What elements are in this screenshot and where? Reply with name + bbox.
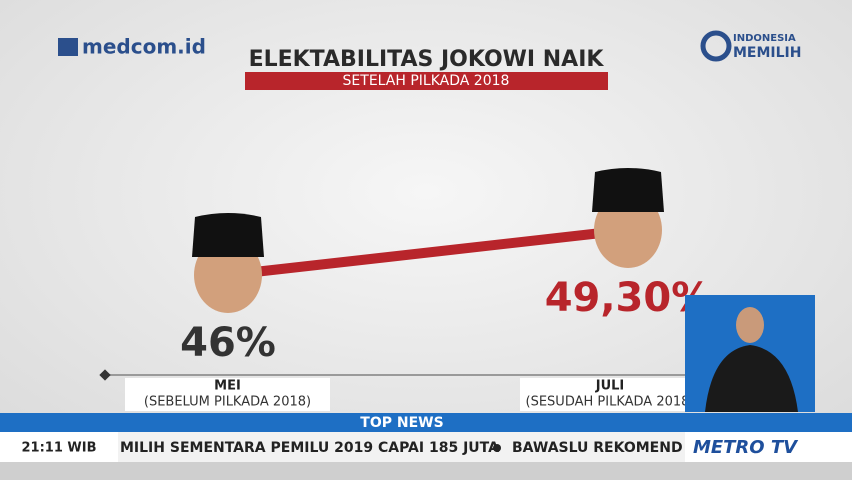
category-note: (SEBELUM PILKADA 2018) [144,395,311,410]
channel-logo: METRO TV [693,437,799,458]
category-note: (SESUDAH PILKADA 2018) [526,395,695,410]
ticker-heading-bar [0,413,852,432]
show-icon [700,30,732,62]
category-label: JULI [595,379,625,394]
category-box [520,378,700,411]
time-box [0,432,118,462]
ticker-heading: TOP NEWS [360,415,443,431]
ticker-time: 21:11 WIB [22,441,97,456]
chart-subtitle: SETELAH PILKADA 2018 [343,73,510,89]
plot: 46% MEI(SEBELUM PILKADA 2018) 49,30% JULI(S… [125,168,711,411]
ticker-separator [493,444,501,452]
value-label: 49,30% [545,275,712,321]
show-logo-1: INDONESIA [733,33,796,44]
interpreter-head [736,307,764,343]
subtitle-band [245,72,608,90]
category-label: MEI [214,379,241,394]
value-label: 46% [180,320,276,366]
ticker-item: BAWASLU REKOMEND [512,440,683,456]
show-logo-2: MEMILIH [733,45,801,61]
site-icon [58,38,78,56]
face [192,213,264,313]
face [592,168,664,268]
sign-interpreter [685,295,815,412]
interpreter-body [705,345,798,412]
channel-box [685,432,852,462]
face-cap [592,168,664,212]
ticker-item: MILIH SEMENTARA PEMILU 2019 CAPAI 185 JU… [120,440,499,456]
data-line [227,225,629,280]
chart-title: ELEKTABILITAS JOKOWI NAIK [249,47,605,72]
category-box [125,378,330,411]
site-logo: medcom.id [82,35,206,59]
bottom-strip [0,462,852,480]
face-cap [192,213,264,257]
